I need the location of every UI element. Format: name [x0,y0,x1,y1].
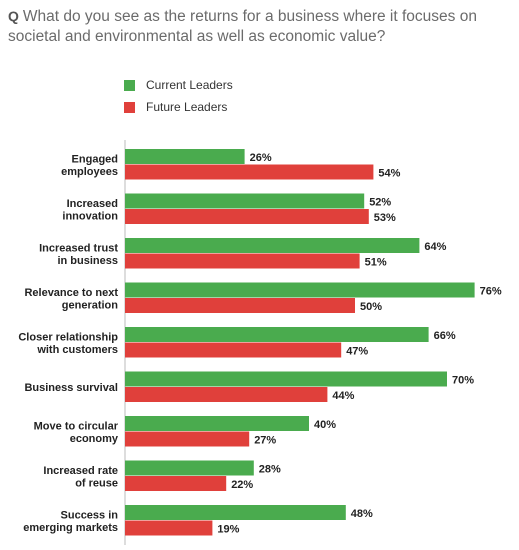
category-label: in business [57,255,118,267]
bar [125,209,369,224]
data-label: 44% [332,390,354,402]
category-label: Increased rate [43,465,118,477]
bar [125,476,227,491]
category-label: employees [61,166,118,178]
legend-swatch-current [124,79,135,91]
category-label: Success in [61,509,119,521]
category-label: Increased [67,198,118,210]
data-label: 64% [424,241,446,253]
bar [125,238,420,253]
bar [125,460,254,476]
data-label: 53% [374,212,396,224]
question-prefix: Q [8,8,19,24]
category-label: emerging markets [23,522,118,534]
category-label: Business survival [24,382,118,394]
data-label: 28% [259,464,281,476]
bar [125,505,346,520]
category-label: with customers [36,344,118,356]
category-label: economy [70,433,119,445]
category-label: innovation [62,210,118,222]
data-label: 19% [217,524,239,536]
bar [125,282,475,298]
data-label: 47% [346,346,368,358]
legend-item-future: Future Leaders [124,96,233,118]
category-label: Engaged [72,153,118,165]
legend-label-future: Future Leaders [146,100,228,114]
bar [125,431,250,447]
data-label: 22% [231,479,253,491]
legend-label-current: Current Leaders [146,78,233,92]
category-label: generation [62,299,119,311]
bar [125,327,429,342]
data-label: 66% [434,330,456,342]
bar [125,371,447,387]
category-label: Increased trust [39,242,118,254]
legend-swatch-future [124,101,135,113]
bar [125,520,213,536]
question-text: Q What do you see as the returns for a bu… [8,6,513,47]
data-label: 50% [360,301,382,313]
bar [125,164,374,180]
data-label: 48% [351,508,373,520]
data-label: 27% [254,435,276,447]
data-label: 70% [452,375,474,387]
bar [125,416,309,431]
legend-item-current: Current Leaders [124,74,233,96]
bar [125,149,245,164]
bar [125,342,342,358]
chart-legend: Current Leaders Future Leaders [124,74,233,118]
category-label: Move to circular [34,420,119,432]
data-label: 51% [365,257,387,269]
data-label: 40% [314,419,336,431]
category-label: Relevance to next [24,287,118,299]
bar [125,387,328,402]
data-label: 54% [378,168,400,180]
category-label: of reuse [75,477,118,489]
data-label: 52% [369,197,391,209]
bar [125,193,365,209]
category-label: Closer relationship [18,331,118,343]
data-label: 76% [480,286,502,298]
data-label: 26% [250,152,272,164]
question-body: What do you see as the returns for a bus… [8,8,477,45]
bar [125,298,355,313]
bar [125,253,360,269]
